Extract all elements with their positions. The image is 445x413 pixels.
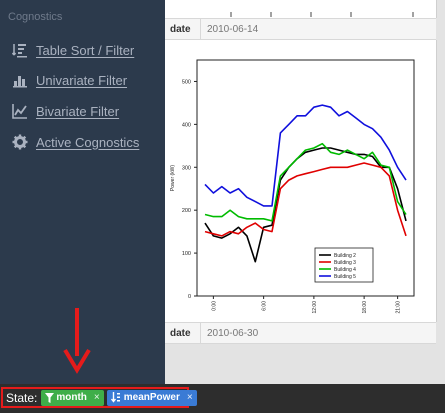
y-tick-label: 200 — [182, 208, 191, 214]
series-line — [204, 142, 407, 222]
sidebar-item-label: Univariate Filter — [36, 72, 128, 88]
cognostic-key: date — [165, 19, 201, 39]
series-line — [204, 162, 407, 237]
y-tick-label: 0 — [188, 294, 191, 300]
filter-icon — [45, 392, 55, 403]
series-line — [204, 104, 407, 207]
sidebar-item-label: Table Sort / Filter — [36, 42, 135, 58]
cognostic-value: 2010-06-30 — [207, 327, 259, 339]
sidebar-item-univariate-filter[interactable]: Univariate Filter — [10, 69, 127, 91]
close-icon[interactable]: × — [93, 392, 100, 403]
chip-label: month — [56, 392, 87, 403]
line-chart: 0 100 200 300 400 500 Power (kW) 0:00 6:00 12:00 1… — [170, 59, 415, 314]
sidebar-item-label: Active Cognostics — [36, 134, 140, 150]
state-chip-month[interactable]: month × — [41, 389, 104, 406]
bar-chart-icon — [10, 71, 30, 89]
state-chip-meanpower[interactable]: meanPower × — [106, 389, 197, 406]
y-tick-label: 500 — [182, 79, 191, 85]
chip-label: meanPower — [123, 392, 180, 403]
cognostic-value: 2010-06-14 — [207, 23, 259, 35]
sort-icon — [110, 392, 121, 403]
state-label: State: — [6, 390, 38, 405]
sidebar-item-bivariate-filter[interactable]: Bivariate Filter — [10, 100, 119, 122]
table-sort-icon — [10, 41, 30, 59]
cognostic-key: date — [165, 323, 201, 343]
panel-cognostic-row: date 2010-06-30 — [165, 322, 436, 344]
panel-top-ticks — [230, 12, 414, 17]
state-highlight: State: month × meanPower × — [1, 387, 197, 408]
panel-area: date 2010-06-14 0 100 200 300 400 500 Power (k… — [165, 0, 445, 384]
legend-label: Building 5 — [334, 274, 356, 280]
sidebar-heading: Cognostics — [8, 11, 63, 23]
x-tick-label: 6:00 — [262, 301, 268, 311]
close-icon[interactable]: × — [186, 392, 193, 403]
panel-cognostic-row: date 2010-06-14 — [165, 18, 436, 40]
sidebar-item-active-cognostics[interactable]: Active Cognostics — [10, 131, 139, 153]
gear-icon — [10, 133, 30, 151]
x-tick-label: 0:00 — [211, 301, 217, 311]
line-chart-icon — [10, 102, 30, 120]
sidebar: Cognostics Table Sort / Filter Univariat… — [0, 0, 165, 384]
y-tick-label: 300 — [182, 165, 191, 171]
y-tick-label: 100 — [182, 251, 191, 257]
series-line — [204, 147, 407, 263]
panel-chart[interactable]: 0 100 200 300 400 500 Power (kW) 0:00 6:00 12:00 1… — [165, 40, 437, 322]
sidebar-item-label: Bivariate Filter — [36, 103, 120, 119]
x-tick-label: 21:00 — [396, 301, 402, 314]
legend-label: Building 2 — [334, 253, 356, 259]
legend-label: Building 3 — [334, 260, 356, 266]
sidebar-item-table-sort-filter[interactable]: Table Sort / Filter — [10, 39, 134, 61]
y-axis-label: Power (kW) — [170, 165, 176, 191]
panel-top[interactable] — [165, 0, 437, 18]
x-tick-label: 18:00 — [362, 301, 368, 314]
x-tick-label: 12:00 — [312, 301, 318, 314]
plot-frame — [196, 59, 415, 297]
legend-label: Building 4 — [334, 267, 356, 273]
y-tick-label: 400 — [182, 122, 191, 128]
annotation-arrow — [63, 308, 91, 374]
